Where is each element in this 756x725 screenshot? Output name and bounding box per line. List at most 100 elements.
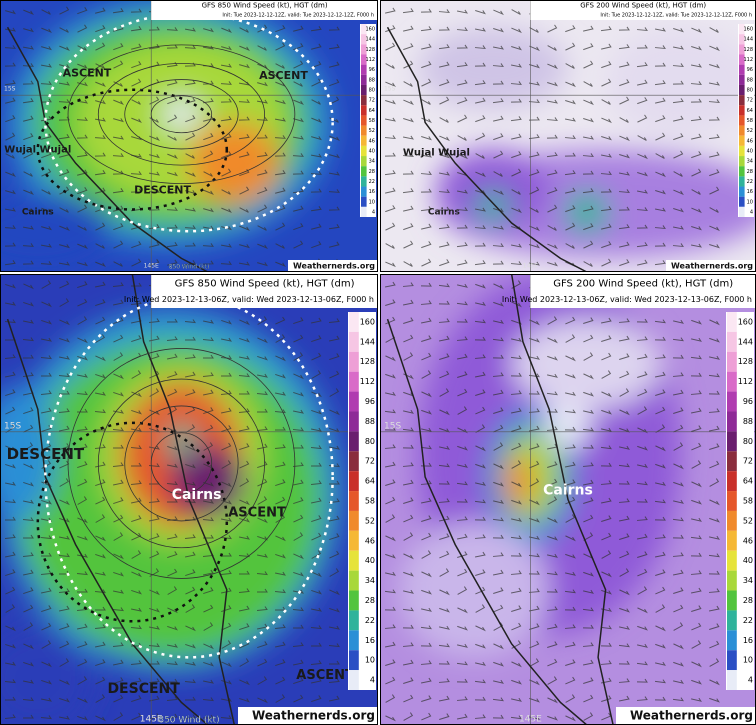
wind-barb — [292, 607, 304, 612]
wind-barb — [239, 679, 250, 686]
colorbar-swatch — [361, 84, 367, 96]
wind-barb — [492, 697, 504, 702]
wind-barb — [511, 425, 522, 432]
wind-barb — [708, 81, 720, 86]
wind-barb — [421, 607, 432, 612]
wind-barb — [493, 463, 504, 470]
wind-barb — [385, 25, 396, 33]
wind-barb — [547, 82, 558, 87]
wind-barb — [474, 534, 486, 539]
colorbar-tick: 160 — [365, 27, 375, 33]
wind-barb — [384, 444, 396, 449]
wind-barbs — [384, 280, 720, 722]
wind-barb — [220, 63, 232, 68]
wind-barb — [691, 226, 702, 231]
wind-barb — [59, 319, 70, 326]
wind-barb — [384, 606, 396, 611]
colorbar-tick: 58 — [743, 497, 753, 506]
wind-barb — [112, 8, 124, 14]
wind-barb — [95, 553, 106, 559]
wind-barb — [636, 533, 648, 540]
wind-barb — [583, 43, 594, 51]
wind-barb — [529, 623, 540, 630]
wind-barb — [311, 99, 321, 105]
wind-barb — [655, 643, 666, 649]
wind-barb — [239, 443, 250, 451]
wind-barb — [420, 497, 432, 504]
wind-barb — [311, 550, 322, 559]
wind-barb — [95, 355, 106, 362]
wind-barb — [23, 643, 34, 650]
wind-barb — [511, 46, 522, 51]
wind-barb — [184, 679, 196, 684]
wind-barb — [655, 424, 666, 433]
wind-barb — [59, 280, 70, 289]
wind-barb — [492, 45, 504, 50]
wind-blob — [162, 97, 201, 131]
wind-barb — [457, 79, 468, 86]
wind-barb — [709, 337, 720, 343]
wind-barb — [457, 153, 468, 160]
wind-barb — [203, 534, 214, 539]
colorbar-tick: 96 — [369, 67, 375, 73]
wind-barb — [257, 373, 268, 378]
wind-barb — [708, 553, 720, 558]
wind-blob — [474, 190, 512, 224]
wind-barb — [673, 679, 684, 684]
wind-barb — [672, 354, 684, 359]
wind-barb — [510, 98, 522, 103]
wind-barb — [438, 300, 450, 305]
wind-barb — [257, 658, 268, 667]
wind-barb — [239, 425, 250, 432]
wind-barb — [130, 300, 142, 306]
wind-barb — [311, 515, 322, 523]
wind-barb — [636, 62, 648, 68]
wind-barb — [4, 242, 16, 247]
wind-barb — [221, 552, 232, 557]
wind-barb — [601, 571, 612, 578]
wind-barb — [529, 244, 540, 249]
wind-barb — [220, 570, 232, 576]
wind-barb — [221, 442, 232, 451]
wind-barb — [421, 695, 432, 702]
watermark: Weathernerds.org — [293, 262, 375, 271]
wind-barb — [421, 571, 432, 578]
wind-barb — [528, 116, 540, 121]
wind-barb — [95, 641, 106, 648]
wind-barb — [221, 133, 232, 140]
coastline — [6, 318, 209, 725]
wind-barb — [402, 8, 414, 14]
wind-barb — [166, 207, 178, 211]
wind-barb — [438, 224, 450, 230]
wind-barb — [184, 499, 196, 504]
wind-barb — [113, 43, 124, 51]
wind-barb — [547, 715, 558, 721]
wind-barb — [238, 99, 250, 103]
wind-barb — [58, 553, 70, 558]
wind-barb — [528, 373, 540, 378]
wind-barb — [59, 478, 70, 487]
wind-barb — [672, 372, 684, 377]
wind-barb — [438, 678, 450, 683]
wind-barb — [329, 625, 340, 630]
wind-barb — [565, 694, 576, 703]
wind-barb — [691, 168, 702, 177]
wind-barb — [95, 334, 106, 343]
wind-barb — [275, 187, 286, 194]
colorbar-swatch — [349, 550, 359, 571]
wind-barb — [311, 223, 322, 230]
wind-barb — [565, 535, 576, 542]
legend-label: 850 Wind (kt) — [169, 264, 210, 271]
panel-title: GFS 850 Wind Speed (kt), HGT (dm) — [175, 279, 355, 290]
wind-barb — [221, 517, 232, 522]
wind-barb — [690, 372, 702, 377]
wind-barb — [185, 569, 196, 577]
wind-barb — [41, 27, 52, 33]
colorbar-tick: 80 — [743, 437, 753, 446]
wind-barb — [329, 445, 340, 450]
colorbar-swatch — [727, 371, 737, 392]
wind-barb — [257, 63, 268, 69]
wind-barb — [547, 461, 558, 468]
wind-barb — [23, 319, 34, 324]
colorbar-tick: 80 — [369, 88, 375, 94]
